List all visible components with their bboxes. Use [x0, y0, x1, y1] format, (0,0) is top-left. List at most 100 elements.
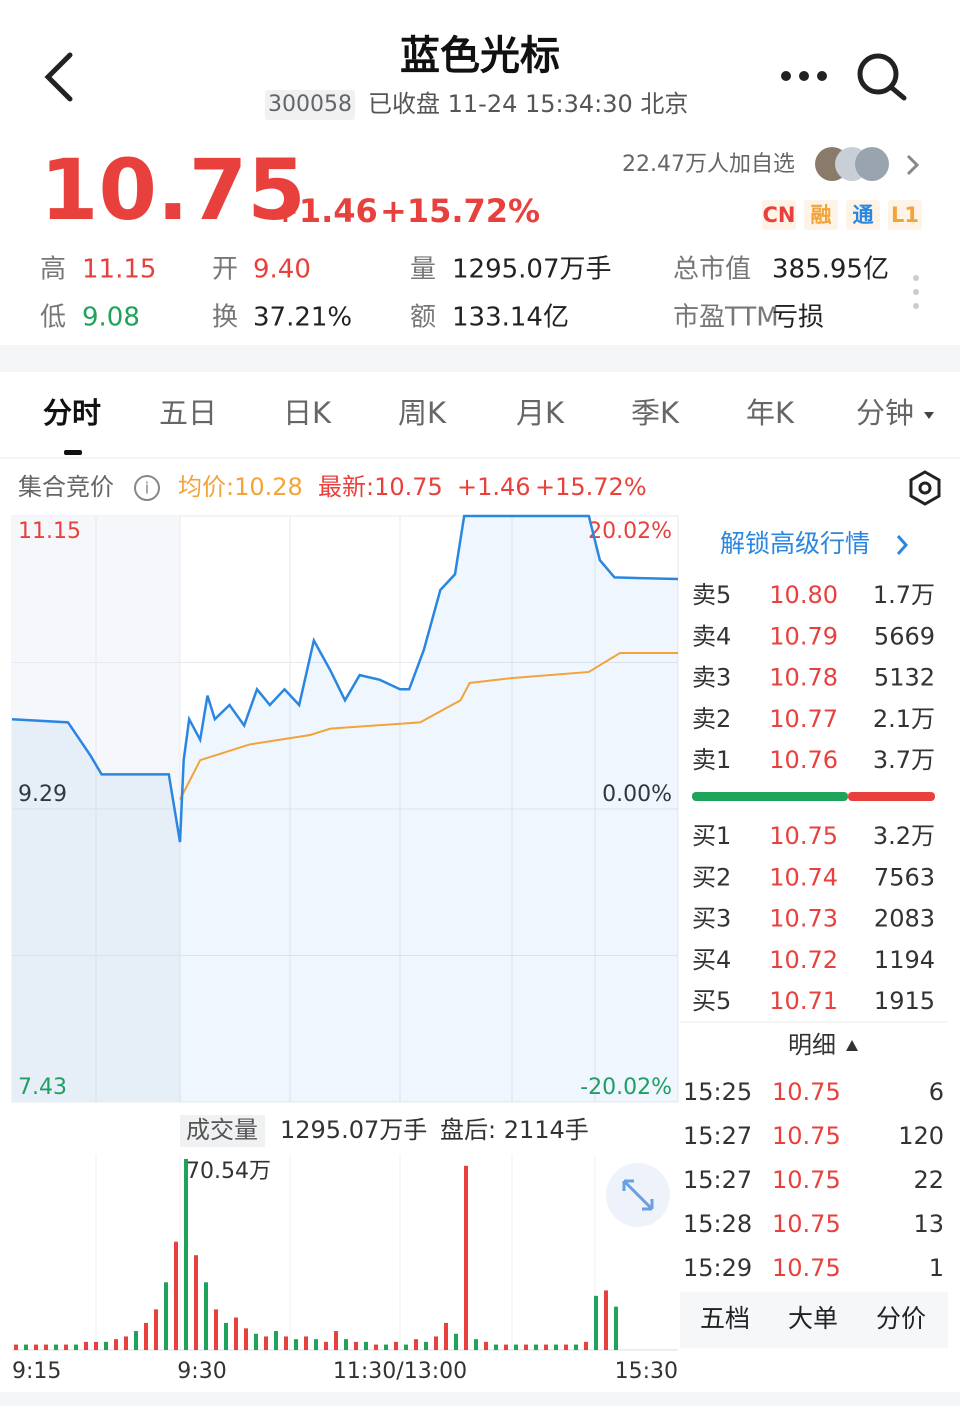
volume-bar	[204, 1282, 208, 1350]
volume-bar	[114, 1339, 118, 1350]
tab[interactable]: 五日	[159, 396, 217, 430]
y-tick-label: 9.29	[18, 782, 67, 807]
volume-bar	[174, 1241, 178, 1350]
change-pct: +15.72%	[380, 192, 540, 230]
tab[interactable]: 年K	[746, 396, 795, 430]
tag-badge	[888, 200, 922, 230]
trade-time: 15:28	[683, 1210, 752, 1238]
volume-bar	[184, 1158, 188, 1350]
book-level: 卖4	[692, 622, 731, 650]
tab[interactable]: 分钟	[856, 396, 914, 430]
price-line	[11, 514, 679, 843]
tag: 融	[811, 203, 832, 227]
back-button[interactable]	[44, 52, 73, 102]
book-price: 10.75	[769, 822, 838, 850]
volume-bar	[244, 1328, 248, 1350]
stat-label: 换	[212, 303, 238, 333]
unlock-link[interactable]: 解锁高级行情	[720, 529, 870, 558]
stat-value: 11.15	[82, 255, 156, 285]
volume-bar	[484, 1341, 488, 1350]
sort-icon	[846, 1040, 858, 1051]
book-level: 买4	[692, 946, 731, 974]
stat-label: 量	[410, 255, 436, 285]
book-price: 10.78	[769, 664, 838, 692]
search-button[interactable]	[857, 53, 907, 101]
bottom-tab[interactable]: 五档	[700, 1304, 750, 1333]
info-icon[interactable]: i	[134, 475, 160, 501]
volume-bar	[284, 1336, 288, 1350]
book-price: 10.72	[769, 946, 838, 974]
x-tick-label: 11:30/13:00	[333, 1359, 467, 1384]
volume-bar	[304, 1336, 308, 1350]
tag: CN	[763, 203, 796, 227]
stat-label: 高	[40, 255, 66, 285]
volume-bar	[34, 1344, 38, 1350]
avg-price: 均价:10.28	[178, 473, 303, 501]
price-area	[12, 516, 678, 1102]
status: 已收盘 11-24 15:34:30 北京	[368, 90, 688, 118]
trade-price: 10.75	[772, 1210, 841, 1238]
tab[interactable]: 周K	[398, 396, 447, 430]
volume-bar	[464, 1165, 468, 1350]
chevron	[896, 535, 909, 555]
volume-bar	[234, 1317, 238, 1350]
trade-time: 15:27	[683, 1166, 752, 1194]
more-button[interactable]	[781, 71, 827, 81]
volume-bar	[454, 1333, 458, 1350]
stat-value: 133.14亿	[452, 303, 569, 333]
volume-total: 1295.07万手	[280, 1116, 427, 1144]
volume-bar	[64, 1344, 68, 1350]
volume-bar	[94, 1341, 98, 1350]
book-volume: 7563	[874, 863, 935, 891]
divider	[0, 345, 960, 372]
followers[interactable]: 22.47万人加自选	[622, 152, 795, 177]
book-volume: 5669	[874, 622, 935, 650]
bottom-tab[interactable]: 分价	[876, 1304, 926, 1333]
tab[interactable]: 分时	[43, 396, 101, 430]
volume-bar	[144, 1322, 148, 1350]
ask-ratio	[848, 792, 935, 801]
volume-bar	[574, 1344, 578, 1350]
book-price: 10.74	[769, 863, 838, 891]
bottom-tabs-bg	[680, 1292, 948, 1348]
volume-bar	[584, 1341, 588, 1350]
volume-bar	[374, 1344, 378, 1350]
volume-bar	[44, 1344, 48, 1350]
book-level: 卖5	[692, 581, 731, 609]
book-level: 卖1	[692, 746, 731, 774]
trade-volume: 1	[929, 1254, 944, 1282]
price: 10.75	[40, 141, 306, 239]
settings-button[interactable]	[909, 470, 941, 506]
volume-bar	[224, 1322, 228, 1350]
dropdown-icon	[924, 412, 934, 419]
volume-bar	[504, 1344, 508, 1350]
volume-bar	[514, 1344, 518, 1350]
volume-bar	[594, 1295, 598, 1350]
tab[interactable]: 日K	[283, 396, 332, 430]
book-price: 10.73	[769, 905, 838, 933]
stat-label: 市盈TTM	[673, 303, 779, 333]
book-price: 10.76	[769, 746, 838, 774]
bid-ratio	[692, 792, 848, 801]
more-dots[interactable]	[913, 275, 919, 309]
pct-tick-label: 20.02%	[588, 519, 672, 544]
y-tick-label: 7.43	[18, 1075, 67, 1100]
tag-badge	[762, 200, 796, 230]
tab[interactable]: 月K	[516, 396, 565, 430]
pct-tick-label: -20.02%	[580, 1075, 672, 1100]
tab[interactable]: 季K	[631, 396, 680, 430]
stat-value: 9.40	[253, 255, 311, 285]
latest-price: 最新:10.75	[318, 473, 443, 501]
volume-bar	[364, 1341, 368, 1350]
expand-button[interactable]	[606, 1163, 670, 1227]
volume-label: 70.54万	[186, 1159, 271, 1184]
volume-bar	[254, 1333, 258, 1350]
book-volume: 1915	[874, 987, 935, 1015]
bottom-tab[interactable]: 大单	[788, 1304, 838, 1333]
detail-title[interactable]: 明细	[788, 1031, 836, 1059]
volume-bar	[164, 1282, 168, 1350]
trade-volume: 120	[898, 1122, 944, 1150]
volume-after: 盘后: 2114手	[440, 1116, 589, 1144]
